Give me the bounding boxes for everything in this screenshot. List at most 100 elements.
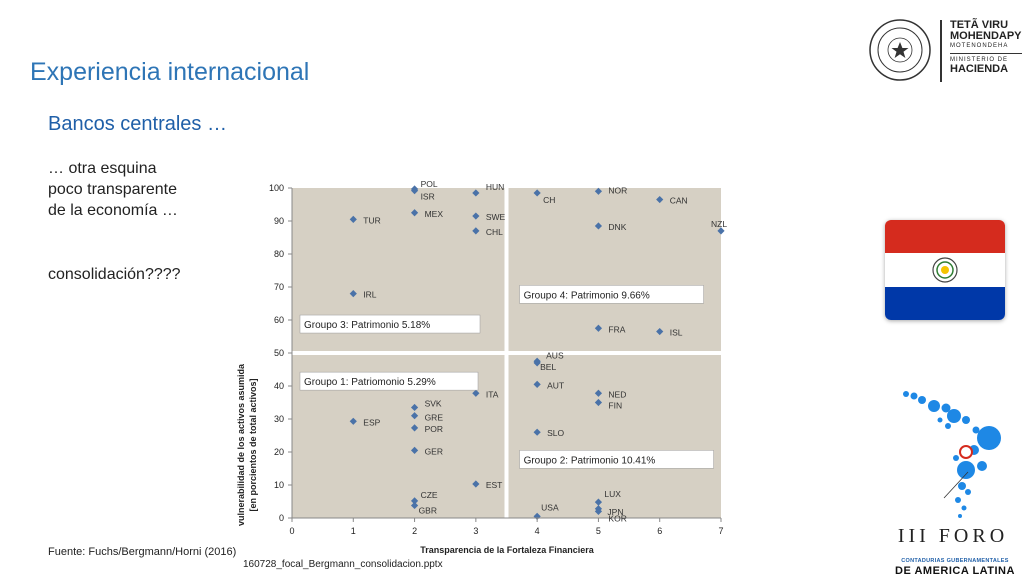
- source-note: Fuente: Fuchs/Bergmann/Horni (2016): [48, 546, 237, 558]
- data-point-dnk: [594, 222, 603, 230]
- y-axis-title-line2: [en porcientos de total activos]: [248, 378, 258, 511]
- ministry-logo-text: TETÃ VIRU MOHENDAPY MOTENONDEHA MINISTER…: [950, 20, 1022, 75]
- y-axis-title-line1: vulnerabilidad de los activos asumida: [236, 363, 246, 526]
- data-label-gre: GRE: [425, 413, 444, 423]
- data-label-cze: CZE: [421, 490, 438, 500]
- group-label: Groupo 2: Patrimonio 10.41%: [524, 455, 656, 466]
- y-tick-label: 20: [274, 447, 284, 457]
- data-label-jpn: JPN: [607, 507, 623, 517]
- logo-line4: MINISTERIO DE: [950, 53, 1022, 64]
- data-point-slo: [533, 428, 541, 436]
- data-point-ned: [594, 389, 603, 397]
- data-label-aus: AUS: [546, 350, 564, 360]
- x-tick-label: 6: [657, 526, 662, 536]
- data-label-ita: ITA: [486, 389, 499, 399]
- data-label-gbr: GBR: [419, 505, 437, 515]
- y-tick-label: 90: [274, 216, 284, 226]
- data-label-swe: SWE: [486, 212, 506, 222]
- data-label-can: CAN: [670, 196, 688, 206]
- data-label-ger: GER: [425, 446, 443, 456]
- y-tick-label: 100: [269, 183, 284, 193]
- data-label-usa: USA: [541, 502, 559, 512]
- data-label-slo: SLO: [547, 428, 564, 438]
- body-text: … otra esquina poco transparente de la e…: [48, 158, 248, 221]
- data-label-isl: ISL: [670, 328, 683, 338]
- data-label-tur: TUR: [363, 215, 380, 225]
- group-label-box: [519, 450, 714, 469]
- data-point-fra: [594, 324, 603, 332]
- group-label-box: [299, 371, 479, 391]
- x-tick-label: 4: [535, 526, 540, 536]
- x-tick-label: 2: [412, 526, 417, 536]
- x-tick-label: 5: [596, 526, 601, 536]
- logo-line2: MOHENDAPY: [950, 30, 1022, 42]
- foro-subtitle-line1: CONTADURIAS GUBERNAMENTALES: [901, 558, 1009, 564]
- data-label-lux: LUX: [604, 489, 621, 499]
- data-label-svk: SVK: [425, 398, 442, 408]
- body-line: poco transparente: [48, 181, 177, 198]
- paraguay-flag-image: [885, 220, 1005, 320]
- data-label-pol: POL: [421, 180, 438, 189]
- data-point-tur: [349, 215, 357, 223]
- slide-title: Experiencia internacional: [30, 58, 310, 86]
- data-point-usa: [533, 512, 541, 520]
- slide-subtitle: Bancos centrales …: [48, 113, 227, 135]
- x-tick-label: 0: [289, 526, 294, 536]
- group-label: Groupo 4: Patrimonio 9.66%: [524, 290, 650, 301]
- data-label-esp: ESP: [363, 417, 380, 427]
- data-label-dnk: DNK: [608, 222, 626, 232]
- data-label-est: EST: [486, 480, 503, 490]
- group-label: Groupo 3: Patrimonio 5.18%: [304, 320, 430, 331]
- group-label-box: [519, 285, 704, 304]
- question-text: consolidación????: [48, 266, 181, 283]
- data-label-nor: NOR: [608, 185, 627, 195]
- y-tick-label: 30: [274, 414, 284, 424]
- y-tick-label: 50: [274, 348, 284, 358]
- group-label: Groupo 1: Patriomonio 5.29%: [304, 377, 436, 388]
- logo-line1: TETÃ VIRU: [950, 19, 1009, 31]
- national-seal-icon: [869, 19, 931, 81]
- data-label-por: POR: [425, 424, 443, 434]
- data-label-fin: FIN: [608, 401, 622, 411]
- data-label-bel: BEL: [540, 362, 556, 372]
- logo-divider: [940, 20, 942, 82]
- data-label-chl: CHL: [486, 227, 503, 237]
- data-point-kor: [594, 507, 603, 515]
- flag-emblem-icon: [932, 257, 958, 283]
- data-label-fra: FRA: [608, 324, 625, 334]
- data-point-ger: [410, 446, 419, 454]
- data-label-mex: MEX: [425, 209, 444, 219]
- data-point-can: [656, 195, 664, 204]
- group-label-box: [299, 314, 481, 334]
- logo-line3: MOTENONDEHA: [950, 43, 1009, 49]
- body-line: … otra esquina: [48, 160, 157, 177]
- foro-map-logo-icon: [903, 391, 1001, 518]
- foro-subtitle-line2: DE AMERICA LATINA: [895, 565, 1015, 577]
- data-label-nzl: NZL: [711, 219, 727, 229]
- data-point-nzl: [717, 227, 725, 235]
- data-point-cze: [410, 497, 419, 505]
- foro-title: III FORO: [897, 525, 1009, 547]
- body-line: de la economía …: [48, 202, 178, 219]
- data-point-nor: [594, 187, 603, 195]
- data-label-aut: AUT: [547, 380, 564, 390]
- data-point-isl: [656, 327, 664, 336]
- x-axis-title: Transparencia de la Fortaleza Financiera: [420, 545, 595, 555]
- data-point-gbr: [410, 501, 419, 510]
- y-tick-label: 0: [279, 513, 284, 523]
- data-point-lux: [594, 498, 603, 506]
- y-tick-label: 70: [274, 282, 284, 292]
- x-tick-label: 7: [718, 526, 723, 536]
- data-label-hun: HUN: [486, 182, 504, 192]
- data-label-ch: CH: [543, 195, 555, 205]
- x-tick-label: 1: [351, 526, 356, 536]
- logo-line5: HACIENDA: [950, 63, 1009, 75]
- data-label-irl: IRL: [363, 290, 377, 300]
- data-label-kor: KOR: [608, 513, 626, 523]
- file-name: 160728_focal_Bergmann_consolidacion.pptx: [243, 559, 443, 570]
- data-label-isr: ISR: [421, 192, 435, 202]
- y-tick-label: 80: [274, 249, 284, 259]
- y-tick-label: 10: [274, 480, 284, 490]
- data-point-bel: [533, 359, 541, 367]
